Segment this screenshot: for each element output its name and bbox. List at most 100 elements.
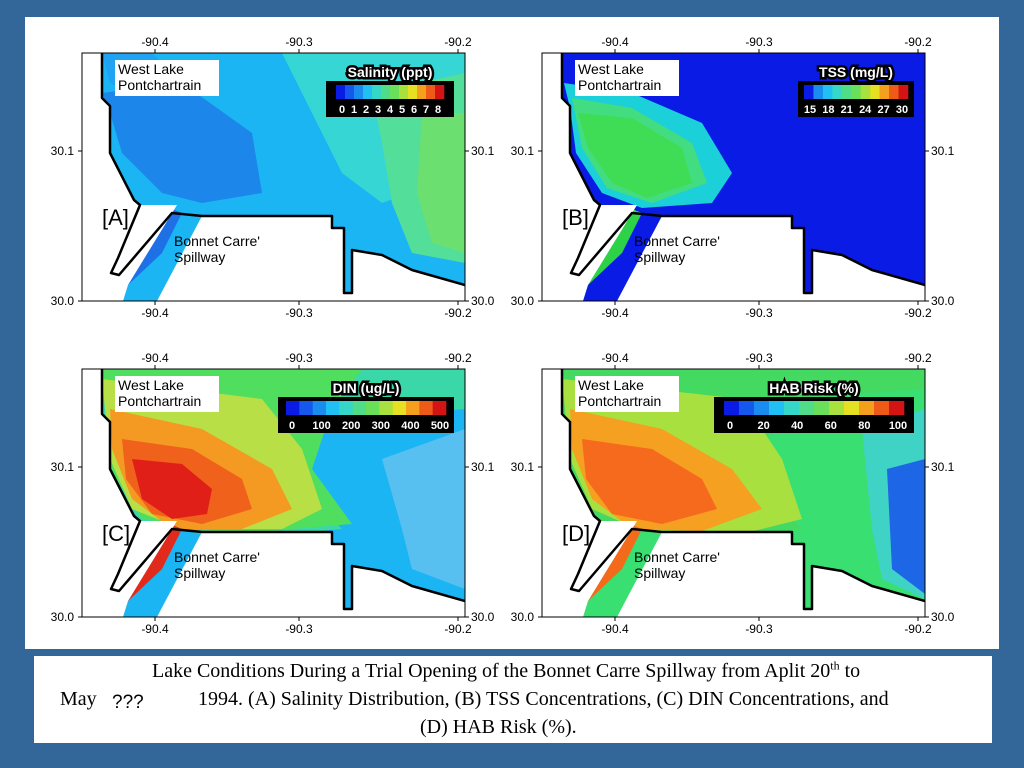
colorbar-swatch (844, 401, 860, 415)
colorbar-tick-label: 8 (435, 104, 441, 116)
bottom-axis-label: -90.2 (444, 622, 472, 636)
colorbar-tick-label: 60 (825, 420, 837, 432)
colorbar-swatch (889, 401, 905, 415)
colorbar-tick-label: 80 (858, 420, 870, 432)
colorbar-swatch (432, 401, 447, 415)
colorbar-swatch (860, 85, 871, 99)
colorbar-swatch (813, 85, 824, 99)
colorbar-swatch (799, 401, 815, 415)
left-axis-label: 30.1 (51, 144, 75, 158)
bottom-axis-label: -90.3 (285, 622, 313, 636)
colorbar-tick-label: 15 (804, 104, 816, 116)
lake-label-line1: West Lake (578, 61, 644, 77)
colorbar-swatch (379, 401, 393, 415)
spillway-label-line2: Spillway (634, 249, 685, 265)
caption-superscript: th (830, 658, 840, 673)
colorbar-title: DIN (ug/L) (333, 380, 400, 396)
shoreline (560, 53, 925, 295)
contour-band (102, 83, 262, 203)
colorbar-swatch (851, 85, 862, 99)
colorbar-swatch (739, 401, 755, 415)
colorbar-swatch (829, 401, 845, 415)
colorbar-tick-label: 300 (372, 420, 390, 432)
left-axis-label: 30.0 (511, 610, 535, 624)
top-axis-label: -90.4 (601, 35, 629, 49)
colorbar-title: HAB Risk (%) (769, 380, 858, 396)
contour-band (582, 439, 717, 524)
right-axis-label: 30.1 (471, 460, 495, 474)
land-area-south (617, 216, 925, 301)
colorbar-swatch (784, 401, 800, 415)
caption-line3: (D) HAB Risk (%). (420, 716, 577, 738)
colorbar-swatch (372, 85, 382, 99)
right-axis-label: 30.0 (931, 294, 955, 308)
spillway-label-line1: Bonnet Carre' (634, 233, 720, 249)
lake-label-box (115, 376, 219, 412)
panel-letter: [B] (562, 205, 589, 230)
colorbar-swatch (874, 401, 890, 415)
lake-label-line2: Pontchartrain (118, 77, 201, 93)
colorbar-swatch (336, 85, 346, 99)
bottom-axis-label: -90.2 (444, 306, 472, 320)
contour-band (887, 459, 925, 594)
contour-band (578, 113, 692, 198)
top-axis-label: -90.2 (444, 35, 472, 49)
colorbar-tick-label: 100 (889, 420, 907, 432)
top-axis-label: -90.2 (904, 351, 932, 365)
shoreline (560, 369, 925, 611)
colorbar-swatch (326, 401, 340, 415)
caption-line1-text: Lake Conditions During a Trial Opening o… (152, 660, 831, 682)
land-area-west (542, 369, 637, 617)
colorbar-swatch (419, 401, 433, 415)
colorbar-swatch (299, 401, 313, 415)
top-axis-label: -90.2 (904, 35, 932, 49)
colorbar-title: TSS (mg/L) (819, 64, 893, 80)
colorbar-tick-label: 27 (877, 104, 889, 116)
land-area-west (542, 53, 637, 301)
land-area-south (157, 216, 465, 301)
spillway-label-line1: Bonnet Carre' (174, 233, 260, 249)
bottom-axis-label: -90.4 (601, 306, 629, 320)
colorbar-tick-label: 1 (351, 104, 357, 116)
left-axis-label: 30.0 (51, 294, 75, 308)
left-axis-label: 30.1 (511, 460, 535, 474)
colorbar-tick-label: 24 (859, 104, 872, 116)
lake-label-line1: West Lake (118, 61, 184, 77)
lake-label-line1: West Lake (118, 377, 184, 393)
shoreline (100, 53, 465, 295)
colorbar-tick-label: 200 (342, 420, 360, 432)
colorbar-title: Salinity (ppt) (348, 64, 433, 80)
top-axis-label: -90.3 (745, 35, 773, 49)
caption-line1: Lake Conditions During a Trial Opening o… (152, 658, 860, 682)
colorbar-tick-label: 40 (791, 420, 803, 432)
colorbar-swatch (804, 85, 814, 99)
colorbar-swatch (392, 401, 407, 415)
colorbar-swatch (286, 401, 300, 415)
land-area-west (82, 53, 177, 301)
caption-line2: 1994. (A) Salinity Distribution, (B) TSS… (198, 688, 889, 710)
bottom-axis-label: -90.4 (141, 622, 169, 636)
right-axis-label: 30.1 (931, 144, 955, 158)
panel-frame (81, 368, 466, 618)
top-axis-label: -90.2 (444, 351, 472, 365)
colorbar-tick-label: 30 (896, 104, 908, 116)
colorbar-tick-label: 3 (375, 104, 381, 116)
lake-label-line2: Pontchartrain (578, 77, 661, 93)
colorbar-tick-label: 0 (727, 420, 733, 432)
colorbar-swatch (399, 85, 409, 99)
colorbar-swatch (870, 85, 880, 99)
colorbar-swatch (339, 401, 353, 415)
colorbar-tick-label: 18 (822, 104, 834, 116)
colorbar-swatch (352, 401, 367, 415)
bottom-axis-label: -90.4 (141, 306, 169, 320)
colorbar-swatch (898, 85, 909, 99)
spillway-label-line2: Spillway (174, 565, 225, 581)
colorbar-swatch (406, 401, 420, 415)
spillway-label-line2: Spillway (634, 565, 685, 581)
panel-letter: [C] (102, 521, 130, 546)
